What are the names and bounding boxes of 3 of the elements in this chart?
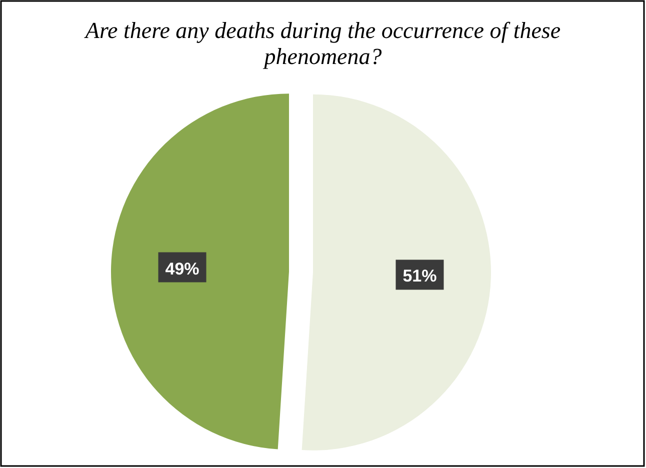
data-label: 51% xyxy=(402,266,437,286)
chart-title: Are there any deaths during the occurrence of these phenomena? xyxy=(83,18,561,69)
data-label: 49% xyxy=(165,259,200,278)
